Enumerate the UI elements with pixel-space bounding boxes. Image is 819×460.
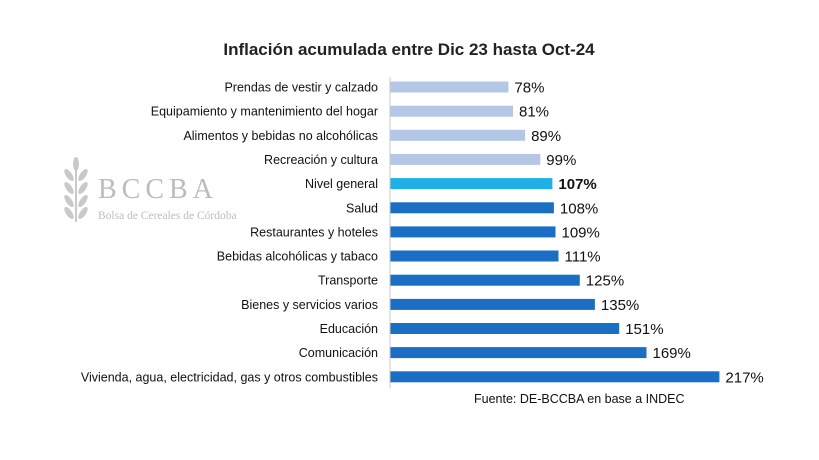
wheat-icon [64, 157, 88, 222]
bar [390, 226, 556, 238]
bar [390, 274, 580, 286]
bar [390, 129, 526, 141]
chart-title: Inflación acumulada entre Dic 23 hasta O… [223, 40, 595, 59]
category-label: Comunicación [299, 346, 378, 360]
category-label: Alimentos y bebidas no alcohólicas [183, 129, 378, 143]
value-label: 125% [586, 273, 624, 290]
bar [390, 153, 541, 165]
value-label: 81% [519, 104, 549, 121]
value-label: 108% [560, 200, 598, 217]
bccba-logo: BCCBA Bolsa de Cereales de Córdoba [64, 157, 237, 222]
value-label: 111% [565, 249, 601, 266]
value-label: 151% [625, 321, 663, 338]
bars [390, 81, 720, 383]
category-label: Vivienda, agua, electricidad, gas y otro… [81, 370, 378, 384]
bar [390, 202, 554, 214]
bar [390, 371, 720, 383]
category-label: Recreación y cultura [264, 153, 378, 167]
bar [390, 105, 513, 117]
category-label: Salud [346, 201, 378, 215]
value-labels: 78% 81% 89% 99% 107% 108% 109% 111% 125% 135% 151%… [514, 80, 763, 387]
value-label: 135% [601, 297, 639, 314]
bar [390, 298, 595, 310]
value-label: 169% [653, 345, 691, 362]
category-label: Bebidas alcohólicas y tabaco [217, 250, 378, 264]
bar [390, 250, 559, 262]
category-label: Educación [320, 322, 378, 336]
category-labels: Prendas de vestir y calzado Equipamiento … [81, 81, 378, 385]
value-label: 89% [531, 128, 561, 145]
category-label: Transporte [318, 274, 378, 288]
category-label: Restaurantes y hoteles [250, 225, 378, 239]
bar [390, 347, 647, 359]
value-label: 99% [546, 152, 576, 169]
category-label: Prendas de vestir y calzado [224, 81, 378, 95]
logo-name: BCCBA [98, 174, 218, 205]
category-label: Equipamiento y mantenimiento del hogar [151, 105, 378, 119]
bar [390, 178, 553, 190]
value-label: 78% [514, 80, 544, 97]
logo-subtitle: Bolsa de Cereales de Córdoba [98, 210, 237, 222]
bar [390, 81, 509, 93]
bar [390, 323, 620, 334]
category-label: Nivel general [305, 177, 378, 191]
value-label: 109% [562, 224, 600, 241]
value-label: 107% [558, 176, 596, 193]
source-note: Fuente: DE-BCCBA en base a INDEC [474, 392, 685, 406]
value-label: 217% [725, 369, 763, 386]
category-label: Bienes y servicios varios [241, 298, 378, 312]
